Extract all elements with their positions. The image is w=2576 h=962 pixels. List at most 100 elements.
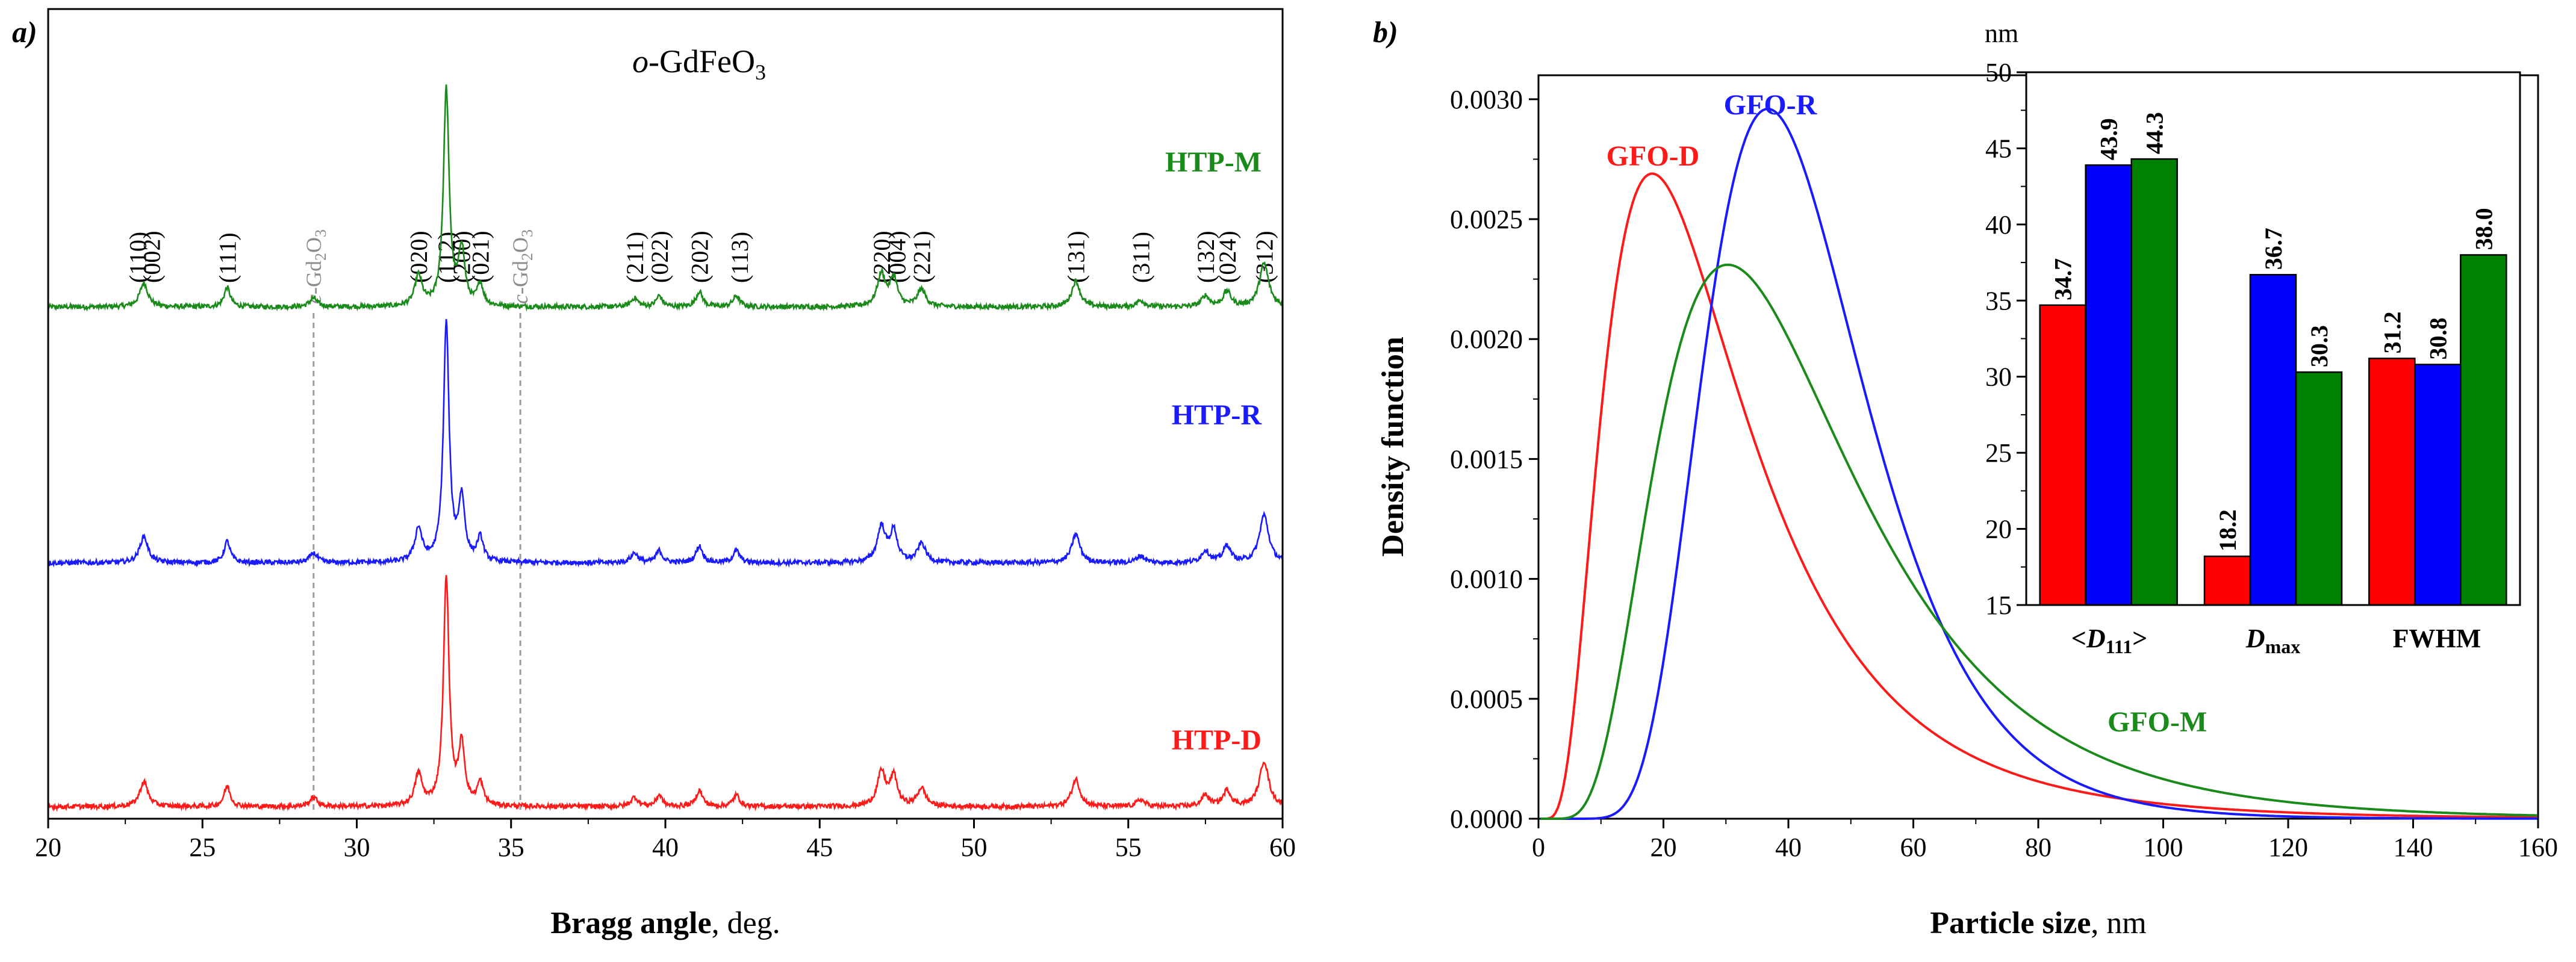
inset-category-label: <D111> <box>2071 624 2147 657</box>
x-tick-label: 50 <box>961 833 988 862</box>
y-tick-label: 40 <box>1985 210 2012 240</box>
inset-value-label: 30.8 <box>2424 318 2451 360</box>
x-tick-label: 45 <box>806 833 833 862</box>
xrd-series-label: HTP-D <box>1172 724 1262 756</box>
x-tick-label: 120 <box>2268 833 2308 862</box>
impurity-label-part: -Gd <box>302 261 326 294</box>
xrd-pattern-line <box>47 575 1284 812</box>
inset-bar <box>2460 254 2507 606</box>
xrd-chart: o-GdFeO3 (110)(002) (111) (020) (112)(200)(… <box>35 8 1296 940</box>
impurity-label: c-Gd2O3 <box>302 229 329 304</box>
inset-bar <box>2368 358 2416 606</box>
y-tick-label: 35 <box>1985 286 2012 315</box>
psd-series-label: GFO-D <box>1607 140 1700 172</box>
x-tick-label: 30 <box>344 833 370 862</box>
psd-series-label: GFO-R <box>1724 89 1818 121</box>
impurity-label-part: c <box>508 294 532 304</box>
reflection-label: (202) <box>686 231 713 283</box>
reflection-label: (221) <box>908 231 935 283</box>
x-tick-label: 80 <box>2025 833 2052 862</box>
xrd-pattern-line <box>47 84 1284 312</box>
impurity-label-part: 2 <box>518 253 536 261</box>
psd-series-labels: GFO-D GFO-R GFO-M <box>1607 89 2207 738</box>
impurity-label-part: O <box>302 237 326 253</box>
psd-curves <box>1540 107 2538 820</box>
xrd-series-label: HTP-R <box>1172 399 1263 431</box>
xrd-series-labels: HTP-M HTP-R HTP-D <box>1165 146 1262 756</box>
impurity-label: c-Gd2O3 <box>508 229 536 304</box>
reflection-label: (111) <box>214 232 241 283</box>
reflection-label: (312) <box>1251 231 1278 283</box>
impurity-label-part: 3 <box>518 229 536 237</box>
xrd-patterns <box>47 84 1284 812</box>
y-tick-label: 15 <box>1985 591 2012 620</box>
y-tick-label: 0.0005 <box>1450 684 1523 714</box>
inset-value-label: 18.2 <box>2214 509 2241 551</box>
reflection-label: (211) <box>621 232 649 283</box>
inset-value-label: 44.3 <box>2141 112 2168 154</box>
reflection-label: (022) <box>646 231 673 283</box>
y-tick-label: 0.0030 <box>1450 85 1523 114</box>
psd-y-label: Density function <box>1376 337 1410 557</box>
x-tick-label: 55 <box>1115 833 1142 862</box>
inset-value-label: 36.7 <box>2260 228 2287 270</box>
x-tick-label: 60 <box>1900 833 1927 862</box>
inset-bar <box>2203 555 2251 606</box>
impurity-label-part: -Gd <box>508 261 532 294</box>
xrd-frame <box>47 8 1284 820</box>
xrd-pattern-line <box>48 318 1284 568</box>
y-tick-label: 20 <box>1985 515 2012 544</box>
reflection-label: (220) <box>868 231 895 283</box>
reflection-label: (113) <box>726 232 753 283</box>
inset-category-label: Dmax <box>2245 624 2300 657</box>
reflection-label: (021) <box>467 231 494 283</box>
inset-bar <box>2414 364 2462 606</box>
xrd-x-axis: 20 25 30 35 40 45 50 55 60 <box>35 819 1296 862</box>
reflection-label: (110) <box>125 232 152 283</box>
inset-bar <box>2249 274 2297 606</box>
psd-curve <box>1540 107 2537 820</box>
inset-y-axis: 15 20 25 30 35 40 45 50 <box>1985 58 2026 620</box>
y-tick-label: 50 <box>1985 58 2012 87</box>
x-tick-label: 0 <box>1532 833 1545 862</box>
inset-value-labels: 34.7 43.9 44.3 18.2 36.7 30.3 31.2 30.8 38.0 <box>2050 112 2498 551</box>
psd-axes: 0 20 40 60 80 100 120 140 160 0.0000 0.0005 0.0010 0… <box>1450 85 2558 862</box>
inset-bars <box>2039 158 2507 606</box>
inset-value-label: 43.9 <box>2095 118 2123 160</box>
inset-category-label: FWHM <box>2393 624 2481 653</box>
psd-series-label: GFO-M <box>2108 706 2207 738</box>
y-tick-label: 45 <box>1985 134 2012 163</box>
psd-curve <box>1540 172 2537 820</box>
xrd-reflection-labels: (110)(002) (111) (020) (112)(200)(021) (211)… <box>125 231 1278 283</box>
panel-b-label: b) <box>1373 15 1398 49</box>
reflection-label: (020) <box>405 231 432 283</box>
x-tick-label: 100 <box>2144 833 2183 862</box>
y-tick-label: 0.0025 <box>1450 205 1523 234</box>
reflection-label: (131) <box>1063 231 1090 283</box>
reflection-label: (004) <box>883 231 910 283</box>
x-tick-label: 160 <box>2518 833 2558 862</box>
psd-x-label: Particle size, nm <box>1930 906 2147 940</box>
y-tick-label: 0.0000 <box>1450 804 1523 834</box>
inset-value-label: 31.2 <box>2378 311 2406 353</box>
panel-a-label: a) <box>12 15 37 49</box>
y-tick-label: 25 <box>1985 438 2012 468</box>
y-tick-label: 0.0020 <box>1450 324 1523 354</box>
inset-value-label: 38.0 <box>2470 208 2497 250</box>
inset-bar <box>2085 164 2132 606</box>
xrd-x-label: Bragg angle, deg. <box>550 906 780 940</box>
inset-bar <box>2130 158 2178 606</box>
inset-value-label: 30.3 <box>2306 325 2333 367</box>
x-tick-label: 140 <box>2394 833 2433 862</box>
impurity-label-part: 2 <box>312 253 329 261</box>
y-tick-label: 30 <box>1985 362 2012 392</box>
psd-curve <box>1540 263 2538 820</box>
psd-chart: GFO-D GFO-R GFO-M 0 20 40 60 80 100 120 140 160 0.0… <box>1376 74 2558 940</box>
reflection-label: (311) <box>1127 232 1154 283</box>
xrd-series-label: HTP-M <box>1165 146 1262 178</box>
inset-value-label: 34.7 <box>2050 258 2077 300</box>
x-tick-label: 40 <box>652 833 679 862</box>
x-tick-label: 60 <box>1269 833 1296 862</box>
